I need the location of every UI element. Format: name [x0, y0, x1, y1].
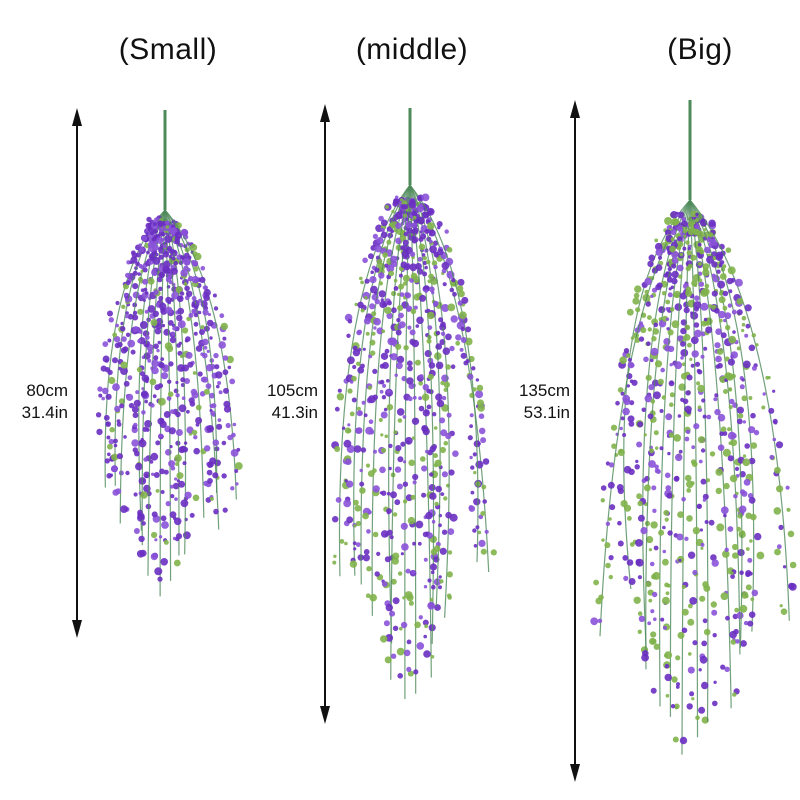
height-arrow-small — [72, 108, 82, 638]
height-in-big: 53.1in — [523, 403, 570, 422]
measurement-big: 135cm 53.1in — [500, 380, 570, 424]
height-cm-big: 135cm — [518, 381, 570, 400]
height-in-middle: 41.3in — [271, 403, 318, 422]
hanging-plant-big — [590, 100, 797, 755]
hanging-plant-middle — [331, 108, 497, 699]
height-in-small: 31.4in — [21, 403, 68, 422]
measurement-middle: 105cm 41.3in — [250, 380, 318, 424]
height-arrow-middle — [320, 104, 330, 724]
size-label-big: (Big) — [667, 33, 733, 66]
size-label-middle: (middle) — [355, 33, 469, 66]
height-cm-small: 80cm — [26, 381, 68, 400]
height-cm-middle: 105cm — [266, 381, 318, 400]
measurement-small: 80cm 31.4in — [6, 380, 68, 424]
height-arrow-big — [570, 100, 580, 782]
size-label-small: (Small) — [118, 33, 218, 66]
hanging-plant-small — [95, 110, 243, 597]
